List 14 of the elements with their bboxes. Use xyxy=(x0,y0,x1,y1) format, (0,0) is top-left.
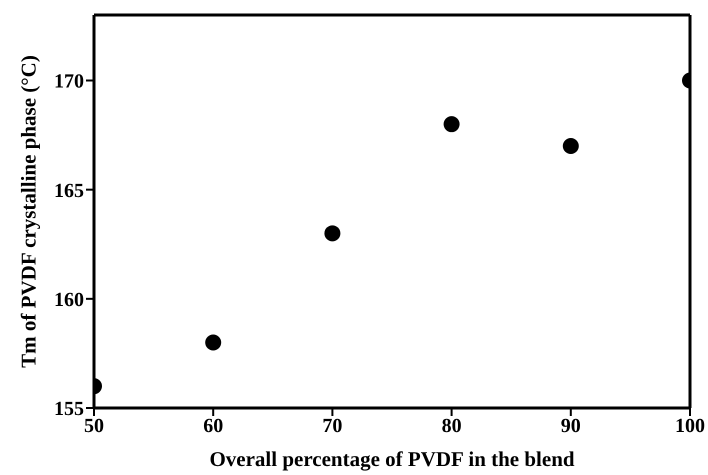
x-tick-label: 100 xyxy=(675,415,705,438)
point xyxy=(444,116,460,132)
x-axis-title: Overall percentage of PVDF in the blend xyxy=(209,447,575,471)
x-tick-label: 90 xyxy=(560,415,581,438)
x-tick-label: 80 xyxy=(442,415,462,438)
y-axis-title: Tm of PVDF crystalline phase (°C) xyxy=(16,55,40,368)
y-tick-label: 170 xyxy=(54,70,84,93)
y-tick-label: 160 xyxy=(54,288,84,311)
x-tick-label: 60 xyxy=(203,415,224,438)
x-tick-label: 70 xyxy=(322,415,342,438)
y-tick-label: 155 xyxy=(54,398,84,420)
point xyxy=(324,225,340,242)
y-tick-label: 165 xyxy=(54,180,84,202)
x-tick-label: 50 xyxy=(84,415,104,438)
